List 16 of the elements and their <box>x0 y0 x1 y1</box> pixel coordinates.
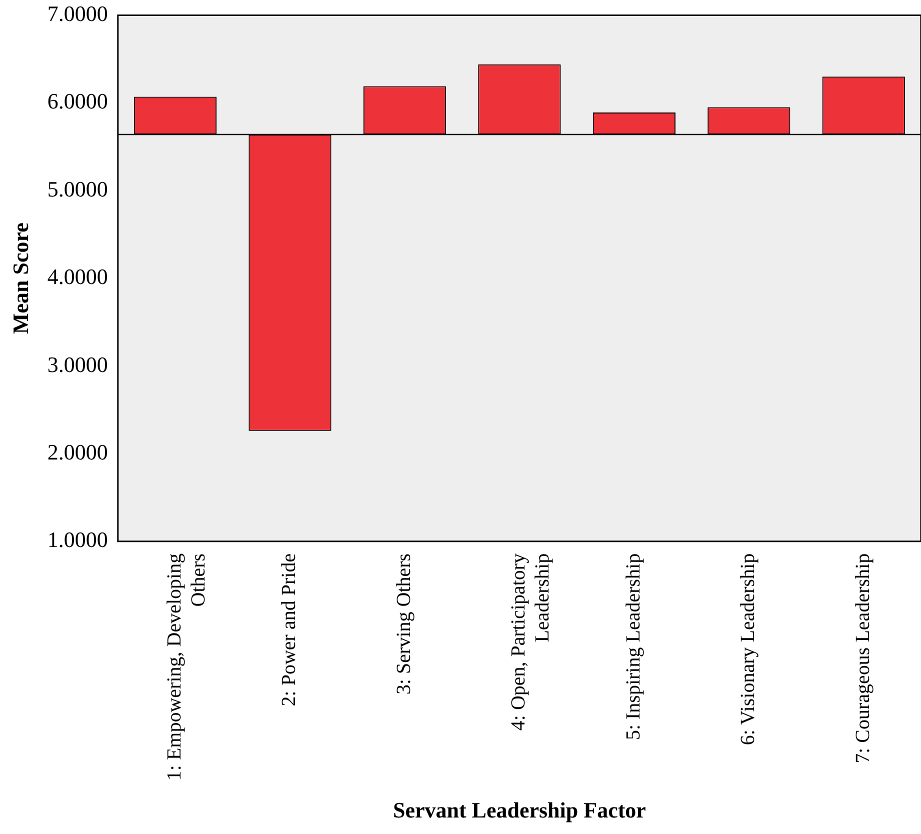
x-tick-label: 1: Empowering, Developing Others <box>164 553 210 781</box>
y-tick-label: 7.0000 <box>47 0 108 26</box>
y-axis-title: Mean Score <box>8 222 33 334</box>
x-axis-title: Servant Leadership Factor <box>392 797 646 822</box>
x-tick-label: 7: Courageous Leadership <box>852 553 874 764</box>
x-tick-label: 3: Serving Others <box>392 553 415 695</box>
x-tick-label: 6: Visionary Leadership <box>737 553 760 746</box>
y-tick-label: 4.0000 <box>47 264 108 290</box>
y-tick-label: 5.0000 <box>47 176 108 202</box>
y-tick-label: 6.0000 <box>47 88 108 114</box>
y-tick-label: 3.0000 <box>47 352 108 377</box>
x-tick-label: 5: Inspiring Leadership <box>622 553 644 740</box>
y-tick-label: 2.0000 <box>47 440 108 464</box>
y-tick-label: 1.0000 <box>47 527 108 552</box>
x-tick-label: 2: Power and Pride <box>278 553 300 706</box>
x-tick-label: 4: Open, Participatory Leadership <box>508 553 554 731</box>
